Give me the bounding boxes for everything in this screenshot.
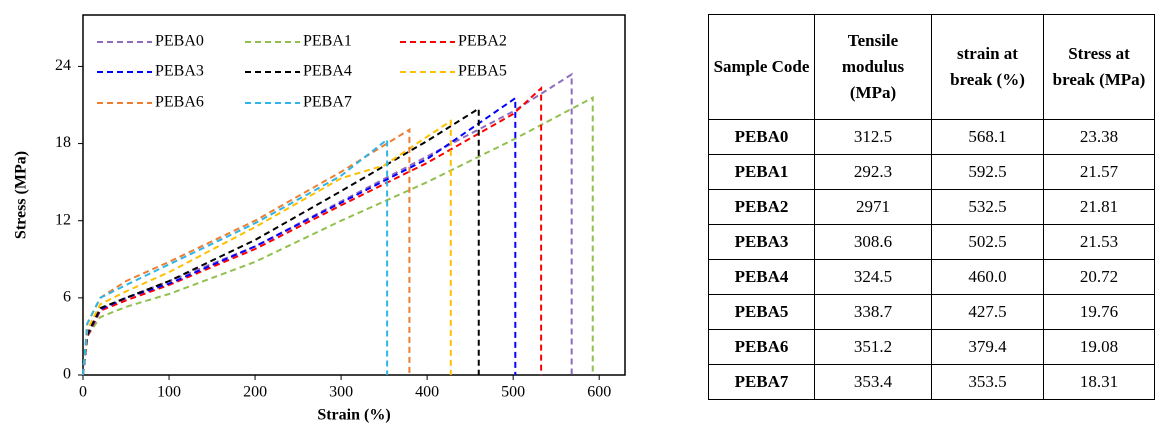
table-cell: 2971 xyxy=(814,189,932,225)
x-tick-label: 100 xyxy=(157,384,181,401)
y-tick-label: 0 xyxy=(63,366,71,383)
table-cell: 568.1 xyxy=(931,119,1044,155)
y-tick-label: 12 xyxy=(55,211,71,228)
table-cell: 23.38 xyxy=(1043,119,1155,155)
series-line xyxy=(82,106,480,376)
table-cell: 353.5 xyxy=(931,364,1044,400)
legend-label: PEBA3 xyxy=(155,63,204,80)
header-row: Sample Code Tensile modulus (MPa) strain a… xyxy=(708,14,1155,120)
series-line xyxy=(82,137,389,376)
header-cell: Sample Code xyxy=(708,14,815,120)
table-cell: PEBA4 xyxy=(708,259,815,295)
legend-label: PEBA0 xyxy=(155,33,204,50)
table-cell: 19.76 xyxy=(1043,294,1155,330)
legend-label: PEBA1 xyxy=(303,33,352,50)
x-axis-title: Strain (%) xyxy=(317,407,390,424)
table-cell: 21.57 xyxy=(1043,154,1155,190)
header-cell: strain at break (%) xyxy=(931,14,1044,120)
table-row: PEBA0 312.5 568.1 23.38 xyxy=(708,119,1155,155)
table-cell: 18.31 xyxy=(1043,364,1155,400)
y-tick-label: 24 xyxy=(55,57,71,74)
table-cell: 460.0 xyxy=(931,259,1044,295)
table-cell: PEBA1 xyxy=(708,154,815,190)
table-cell: 592.5 xyxy=(931,154,1044,190)
table-cell: 21.53 xyxy=(1043,224,1155,260)
table-cell: PEBA2 xyxy=(708,189,815,225)
x-tick-label: 400 xyxy=(415,384,439,401)
series-line xyxy=(82,119,452,376)
x-tick-label: 600 xyxy=(587,384,611,401)
table-cell: 427.5 xyxy=(931,294,1044,330)
table-row: PEBA2 2971 532.5 21.81 xyxy=(708,189,1155,225)
plot-frame xyxy=(82,14,626,376)
table-cell: 292.3 xyxy=(814,154,932,190)
table-row: PEBA1 292.3 592.5 21.57 xyxy=(708,154,1155,190)
table-cell: 21.81 xyxy=(1043,189,1155,225)
data-table: Sample Code Tensile modulus (MPa) strain a… xyxy=(708,14,1155,400)
table-cell: 532.5 xyxy=(931,189,1044,225)
table-row: PEBA3 308.6 502.5 21.53 xyxy=(708,224,1155,260)
table-cell: PEBA6 xyxy=(708,329,815,365)
table-row: PEBA4 324.5 460.0 20.72 xyxy=(708,259,1155,295)
y-tick-label: 6 xyxy=(63,289,71,306)
x-tick-label: 500 xyxy=(501,384,525,401)
legend-label: PEBA4 xyxy=(303,63,352,80)
table-cell: 312.5 xyxy=(814,119,932,155)
series-line xyxy=(82,72,573,376)
table-body: PEBA0 312.5 568.1 23.38 PEBA1 292.3 592.5 21.57… xyxy=(708,119,1155,400)
table-cell: PEBA7 xyxy=(708,364,815,400)
table-cell: 502.5 xyxy=(931,224,1044,260)
x-tick-label: 200 xyxy=(243,384,267,401)
header-cell: Tensile modulus (MPa) xyxy=(814,14,932,120)
table-cell: PEBA5 xyxy=(708,294,815,330)
table-row: PEBA7 353.4 353.5 18.31 xyxy=(708,364,1155,400)
table-cell: 324.5 xyxy=(814,259,932,295)
series-line xyxy=(82,96,594,376)
table-cell: 353.4 xyxy=(814,364,932,400)
y-axis-title: Stress (MPa) xyxy=(13,151,30,239)
series-line xyxy=(82,86,543,376)
header-cell: Stress at break (MPa) xyxy=(1043,14,1155,120)
chart: Strain (%) Stress (MPa) 0 100 200 300 400 500… xyxy=(13,14,626,424)
table-row: PEBA5 338.7 427.5 19.76 xyxy=(708,294,1155,330)
legend-label: PEBA7 xyxy=(303,94,352,111)
x-tick-label: 300 xyxy=(329,384,353,401)
legend-label: PEBA5 xyxy=(458,63,507,80)
table-cell: PEBA0 xyxy=(708,119,815,155)
table-cell: 379.4 xyxy=(931,329,1044,365)
table-cell: 351.2 xyxy=(814,329,932,365)
legend-label: PEBA2 xyxy=(458,33,507,50)
legend-label: PEBA6 xyxy=(155,94,204,111)
y-tick-label: 18 xyxy=(55,134,71,151)
table-cell: 338.7 xyxy=(814,294,932,330)
table-row: PEBA6 351.2 379.4 19.08 xyxy=(708,329,1155,365)
table-cell: 19.08 xyxy=(1043,329,1155,365)
table-cell: 308.6 xyxy=(814,224,932,260)
table-cell: PEBA3 xyxy=(708,224,815,260)
x-tick-label: 0 xyxy=(79,384,87,401)
table-cell: 20.72 xyxy=(1043,259,1155,295)
